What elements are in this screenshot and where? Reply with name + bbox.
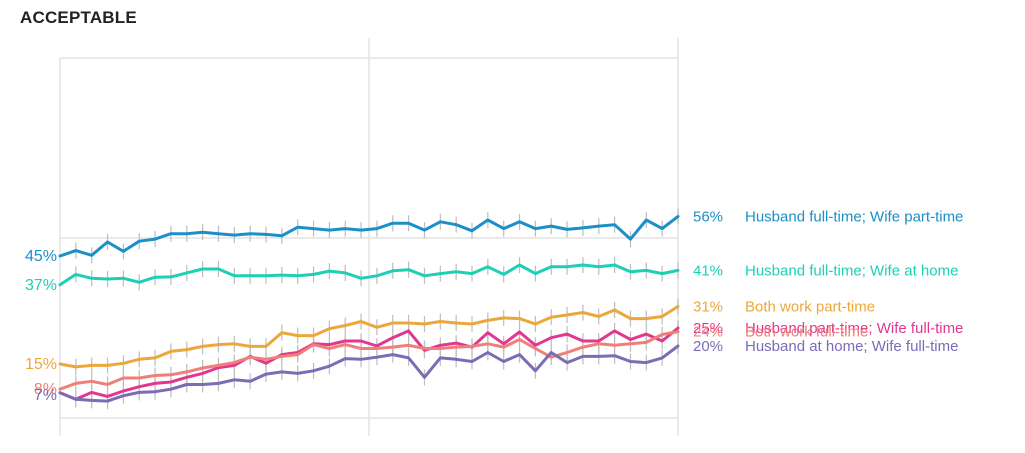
chart-title: ACCEPTABLE bbox=[20, 8, 137, 27]
legend-percent: 20% bbox=[693, 338, 723, 355]
legend-percent: 31% bbox=[693, 298, 723, 315]
series-line bbox=[58, 214, 680, 258]
legend-series-name: Husband full-time; Wife at home bbox=[745, 262, 958, 279]
legend-percent: 24% bbox=[693, 324, 723, 341]
start-label: 45% bbox=[25, 248, 57, 265]
legend-percent: 25% bbox=[693, 320, 723, 337]
legend-series-name: Husband part-time; Wife full-time bbox=[745, 320, 963, 337]
series-line bbox=[58, 326, 680, 401]
gridlines bbox=[59, 38, 679, 436]
legend-series-name: Both work part-time bbox=[745, 298, 875, 315]
start-label: 15% bbox=[25, 356, 57, 373]
start-label: 7% bbox=[34, 387, 57, 404]
legend-percent: 56% bbox=[693, 208, 723, 225]
series-line bbox=[58, 263, 680, 287]
legend-percent: 41% bbox=[693, 262, 723, 279]
series-line bbox=[58, 344, 680, 403]
series-lines bbox=[58, 214, 680, 403]
legend-series-name: Both work full-time bbox=[745, 324, 868, 341]
start-label: 37% bbox=[25, 277, 57, 294]
start-label: 8% bbox=[34, 381, 57, 398]
series-line bbox=[58, 304, 680, 369]
legend-series-name: Husband at home; Wife full-time bbox=[745, 338, 958, 355]
legend-series-name: Husband full-time; Wife part-time bbox=[745, 208, 963, 225]
series-line bbox=[58, 330, 680, 391]
start-labels: 45% 37% 15% 8%7% bbox=[25, 248, 57, 404]
legend: 56% Husband full-time; Wife part-time 41% H… bbox=[693, 208, 963, 355]
